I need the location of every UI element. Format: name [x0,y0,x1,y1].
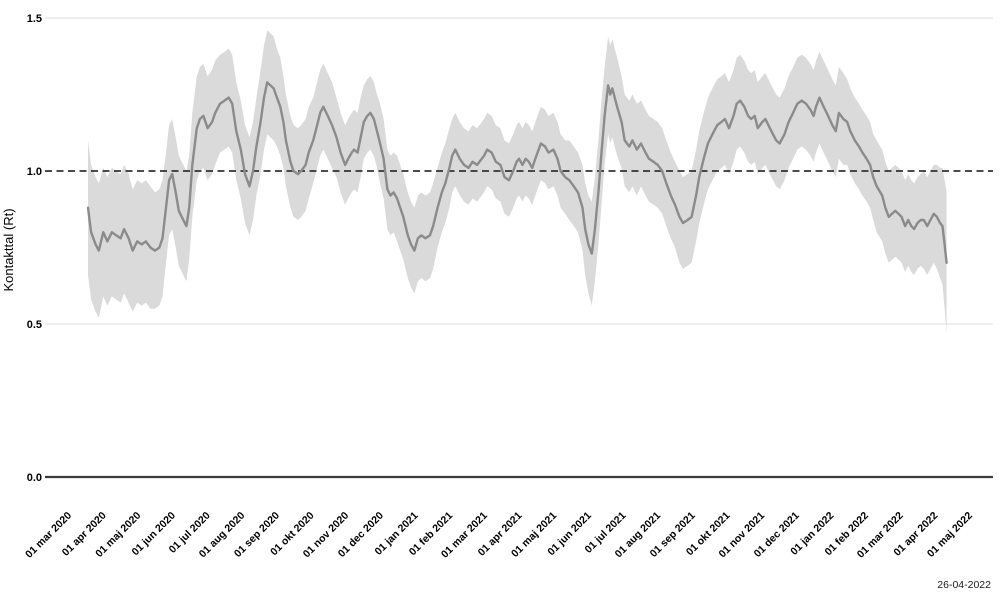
y-tick-label-0.0: 0.0 [27,472,42,484]
confidence-band [88,30,947,334]
y-tick-label-1.0: 1.0 [27,166,42,178]
report-date: 26-04-2022 [937,579,991,591]
y-axis-title: Kontakttal (Rt) [1,208,16,291]
rt-line [86,81,948,264]
y-tick-label-1.5: 1.5 [27,13,42,25]
y-tick-label-0.5: 0.5 [27,319,42,331]
